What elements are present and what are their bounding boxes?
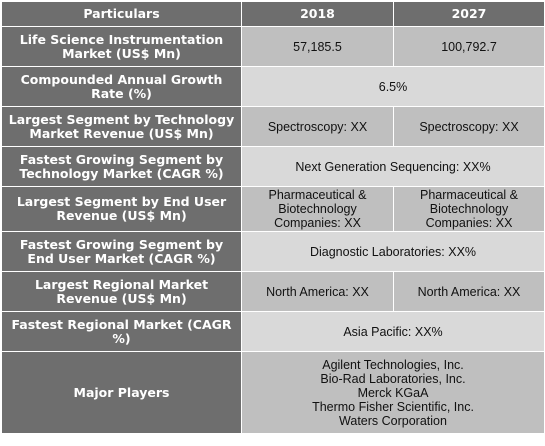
table-row: Fastest Regional Market (CAGR %) Asia Pa… xyxy=(1,311,545,352)
row-label-major-players: Major Players xyxy=(1,351,242,434)
largest-region-2027: North America: XX xyxy=(393,271,545,312)
table-row: Compounded Annual Growth Rate (%) 6.5% xyxy=(1,66,545,107)
table-row: Life Science Instrumentation Market (US$… xyxy=(1,26,545,67)
table-row: Largest Segment by End User Revenue (US$… xyxy=(1,186,545,232)
fastest-end-user-value: Diagnostic Laboratories: XX% xyxy=(241,231,545,272)
header-2018: 2018 xyxy=(241,1,394,27)
player-name: Bio-Rad Laboratories, Inc. xyxy=(320,371,466,386)
fastest-region-value: Asia Pacific: XX% xyxy=(241,311,545,352)
row-label-market-size: Life Science Instrumentation Market (US$… xyxy=(1,26,242,67)
largest-end-user-2027: Pharmaceutical & Biotechnology Companies… xyxy=(393,186,545,232)
market-size-2018: 57,185.5 xyxy=(241,26,394,67)
table-row: Major Players Agilent Technologies, Inc.… xyxy=(1,351,545,434)
cagr-value: 6.5% xyxy=(241,66,545,107)
row-label-fastest-technology: Fastest Growing Segment by Technology Ma… xyxy=(1,146,242,187)
row-label-fastest-region: Fastest Regional Market (CAGR %) xyxy=(1,311,242,352)
largest-technology-2018: Spectroscopy: XX xyxy=(241,106,394,147)
row-label-cagr: Compounded Annual Growth Rate (%) xyxy=(1,66,242,107)
row-label-largest-technology: Largest Segment by Technology Market Rev… xyxy=(1,106,242,147)
table-row: Fastest Growing Segment by End User Mark… xyxy=(1,231,545,272)
row-label-fastest-end-user: Fastest Growing Segment by End User Mark… xyxy=(1,231,242,272)
row-label-largest-region: Largest Regional Market Revenue (US$ Mn) xyxy=(1,271,242,312)
header-2027: 2027 xyxy=(393,1,545,27)
player-name: Merck KGaA xyxy=(357,385,429,400)
header-particulars: Particulars xyxy=(1,1,242,27)
table-row: Largest Segment by Technology Market Rev… xyxy=(1,106,545,147)
table-row: Fastest Growing Segment by Technology Ma… xyxy=(1,146,545,187)
player-name: Agilent Technologies, Inc. xyxy=(322,357,464,372)
largest-end-user-2018: Pharmaceutical & Biotechnology Companies… xyxy=(241,186,394,232)
major-players-list: Agilent Technologies, Inc. Bio-Rad Labor… xyxy=(241,351,545,434)
row-label-largest-end-user: Largest Segment by End User Revenue (US$… xyxy=(1,186,242,232)
player-name: Waters Corporation xyxy=(339,413,447,428)
market-size-2027: 100,792.7 xyxy=(393,26,545,67)
largest-technology-2027: Spectroscopy: XX xyxy=(393,106,545,147)
player-name: Thermo Fisher Scientific, Inc. xyxy=(312,399,474,414)
market-summary-table: Particulars 2018 2027 Life Science Instr… xyxy=(1,1,545,434)
fastest-technology-value: Next Generation Sequencing: XX% xyxy=(241,146,545,187)
largest-region-2018: North America: XX xyxy=(241,271,394,312)
table-row: Largest Regional Market Revenue (US$ Mn)… xyxy=(1,271,545,312)
header-row: Particulars 2018 2027 xyxy=(1,1,545,27)
